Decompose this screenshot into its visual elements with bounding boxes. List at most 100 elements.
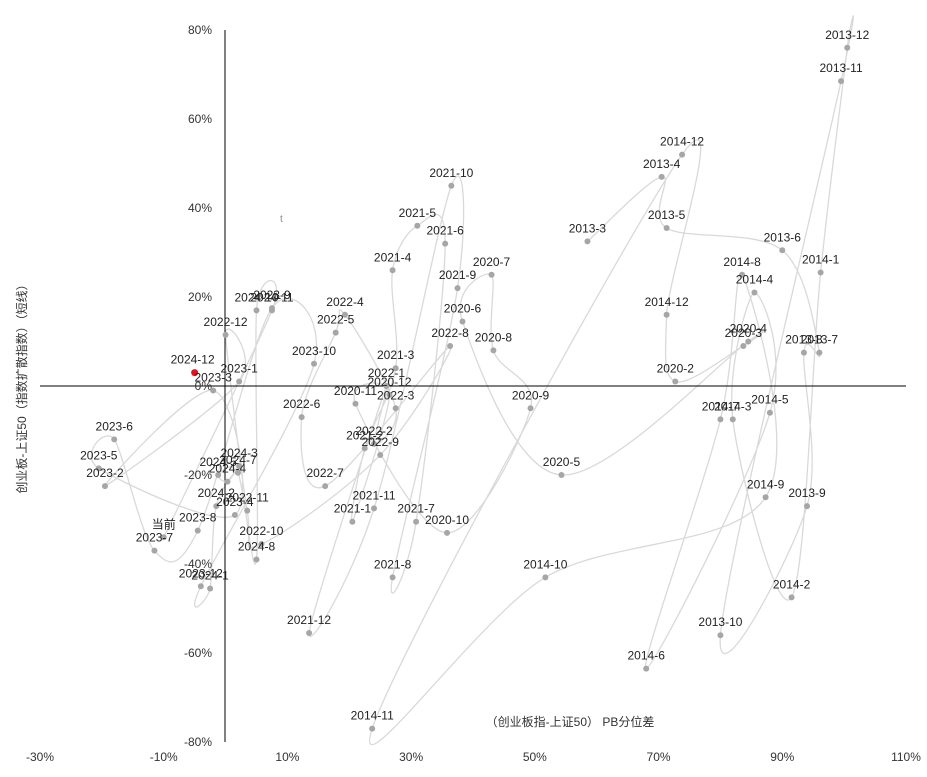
point-label: 2014-6 [628, 649, 666, 663]
x-tick-label: -10% [150, 750, 178, 764]
data-point [194, 527, 201, 534]
point-label: 2021-6 [426, 224, 464, 238]
data-point [253, 556, 260, 563]
point-label: 2014-4 [736, 273, 774, 287]
point-label: 2021-11 [352, 488, 395, 502]
data-point [215, 472, 222, 478]
point-label: 2020-5 [543, 455, 581, 469]
data-point [584, 238, 591, 245]
point-label: 2014-12 [645, 295, 689, 309]
point-label: 2023-5 [80, 448, 118, 462]
point-label: 2013-4 [643, 157, 681, 171]
data-point [766, 409, 773, 416]
data-point [311, 360, 318, 367]
data-point [717, 632, 724, 639]
y-tick-label: -20% [184, 468, 212, 482]
point-label: 2020-12 [367, 375, 411, 389]
point-label: 2022-8 [431, 326, 469, 340]
data-point [745, 338, 752, 345]
point-label: 2014-2 [773, 577, 811, 591]
data-point [751, 289, 758, 296]
current-point [191, 369, 199, 377]
point-label: 2022-9 [362, 435, 400, 449]
point-label: 2014-8 [723, 255, 761, 269]
point-label: 2020-4 [730, 322, 768, 336]
data-point [414, 222, 421, 229]
point-label: 2021-5 [399, 206, 437, 220]
point-label: 2021-7 [397, 502, 435, 516]
data-point [111, 436, 118, 443]
point-label: 2022-7 [306, 466, 344, 480]
point-label: 2020-3 [725, 326, 763, 340]
point-label: 2024-10 [234, 290, 278, 304]
y-tick-label: 0% [195, 379, 213, 393]
data-point [383, 383, 390, 389]
point-label: 2021-8 [374, 557, 412, 571]
data-point [729, 416, 736, 423]
data-point [527, 405, 534, 412]
point-label: 2014-1 [802, 253, 840, 267]
data-point [236, 378, 243, 385]
data-point [444, 529, 451, 536]
data-point [213, 503, 220, 510]
point-label: 2020-8 [475, 330, 513, 344]
point-label: 2022-6 [283, 397, 321, 411]
point-label: 2020-9 [512, 388, 550, 402]
data-point [236, 463, 243, 470]
point-label: 2014-3 [714, 399, 752, 413]
point-label: 2024-2 [198, 486, 236, 500]
data-point [253, 307, 260, 314]
y-tick-label: -60% [184, 646, 212, 660]
data-point [838, 78, 845, 85]
x-axis-title: （创业板指-上证50） PB分位差 [486, 714, 655, 729]
data-point [377, 451, 384, 458]
point-label: 2024-8 [238, 540, 276, 554]
point-label: 2023-4 [216, 495, 254, 509]
point-label: 2014-9 [747, 477, 785, 491]
data-point [447, 342, 454, 349]
data-point [322, 483, 329, 490]
data-point [332, 329, 339, 336]
point-label: 2021-3 [377, 348, 415, 362]
x-tick-label: 90% [770, 750, 794, 764]
point-label: 2023-10 [292, 344, 336, 358]
point-label: 2023-7 [136, 531, 174, 545]
y-tick-label: -40% [184, 557, 212, 571]
data-point [779, 247, 786, 254]
data-point [739, 271, 746, 278]
y-tick-label: 60% [188, 112, 212, 126]
point-label: 2023-3 [195, 370, 233, 384]
point-label: 2014-5 [751, 393, 789, 407]
data-point [788, 594, 795, 601]
point-label: 2024-5 [199, 455, 237, 469]
data-point [816, 349, 823, 356]
data-point [459, 318, 466, 325]
point-label: 2024-7 [219, 453, 257, 467]
axes [40, 30, 906, 742]
data-point [389, 267, 396, 274]
point-label: 2013-11 [819, 61, 862, 75]
point-label: 2013-9 [788, 486, 826, 500]
x-tick-label: -30% [26, 750, 54, 764]
data-point [224, 478, 231, 485]
point-label: 2023-9 [253, 288, 291, 302]
point-label: 2024-4 [209, 462, 247, 476]
point-label: 2014-11 [351, 709, 394, 723]
point-label: 2022-3 [377, 388, 415, 402]
point-label: 2021-1 [334, 502, 372, 516]
data-point [740, 342, 747, 349]
data-point [643, 665, 650, 672]
data-point [151, 547, 158, 554]
point-label: 2024-3 [220, 446, 258, 460]
y-tick-label: 40% [188, 201, 212, 215]
y-tick-label: 20% [188, 290, 212, 304]
data-point [234, 469, 241, 476]
data-point [800, 349, 807, 356]
point-label: 2013-3 [569, 221, 607, 235]
data-point [386, 391, 393, 398]
point-label: 2021-10 [429, 166, 473, 180]
data-point [222, 331, 229, 338]
data-point [392, 365, 399, 372]
trajectory-line [90, 15, 855, 746]
